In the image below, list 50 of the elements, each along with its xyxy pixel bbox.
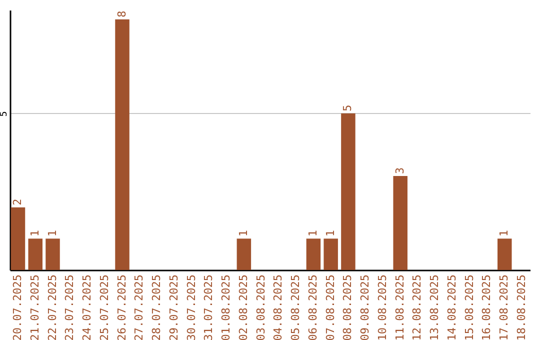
data-label: 1 <box>236 230 250 237</box>
x-tick-label: 17.08.2025 <box>498 274 511 340</box>
x-tick-label: 26.07.2025 <box>115 274 128 340</box>
data-label: 1 <box>306 230 320 237</box>
bar <box>10 207 26 270</box>
x-tick-label: 11.08.2025 <box>393 274 406 340</box>
x-tick-label: 22.07.2025 <box>46 274 59 340</box>
x-tick-label: 20.07.2025 <box>10 274 24 340</box>
data-label: 2 <box>10 198 24 206</box>
x-tick-label: 09.08.2025 <box>358 274 372 340</box>
x-tick-label: 25.07.2025 <box>98 274 111 340</box>
x-tick-label: 02.08.2025 <box>236 274 250 340</box>
bar <box>393 176 408 270</box>
x-tick-label: 27.07.2025 <box>132 274 146 340</box>
data-label: 1 <box>46 230 59 237</box>
data-label: 3 <box>393 167 406 174</box>
x-tick-label: 04.08.2025 <box>272 274 285 340</box>
x-tick-label: 21.07.2025 <box>28 274 42 340</box>
data-label: 1 <box>324 230 337 237</box>
data-label: 8 <box>115 10 128 18</box>
bar <box>341 113 356 270</box>
data-label: 1 <box>498 230 511 237</box>
bar <box>236 238 252 270</box>
bar <box>46 238 60 270</box>
x-tick-label: 05.08.2025 <box>289 274 302 340</box>
x-tick-label: 03.08.2025 <box>254 274 268 340</box>
x-tick-label: 31.07.2025 <box>202 274 216 340</box>
x-tick-label: 29.07.2025 <box>167 274 180 340</box>
x-tick-label: 23.07.2025 <box>63 274 76 340</box>
x-tick-label: 06.08.2025 <box>306 274 320 340</box>
x-tick-label: 10.08.2025 <box>376 274 389 340</box>
data-label: 1 <box>28 230 42 237</box>
x-tick-label: 18.08.2025 <box>515 274 528 340</box>
x-tick-label: 14.08.2025 <box>445 274 458 340</box>
x-tick-label: 16.08.2025 <box>480 274 494 340</box>
x-tick-label: 01.08.2025 <box>220 274 233 340</box>
x-tick-label: 12.08.2025 <box>410 274 424 340</box>
bar <box>28 238 42 270</box>
bar <box>498 238 512 270</box>
x-tick-label: 24.07.2025 <box>80 274 94 340</box>
bar <box>324 238 338 270</box>
x-tick-label: 30.07.2025 <box>184 274 198 340</box>
x-tick-label: 28.07.2025 <box>150 274 164 340</box>
bar <box>115 19 130 270</box>
x-tick-label: 13.08.2025 <box>428 274 442 340</box>
bar <box>306 238 321 270</box>
x-tick-label: 08.08.2025 <box>341 274 354 340</box>
x-tick-label: 07.08.2025 <box>324 274 337 340</box>
data-label: 5 <box>341 104 354 112</box>
x-tick-label: 15.08.2025 <box>462 274 476 340</box>
